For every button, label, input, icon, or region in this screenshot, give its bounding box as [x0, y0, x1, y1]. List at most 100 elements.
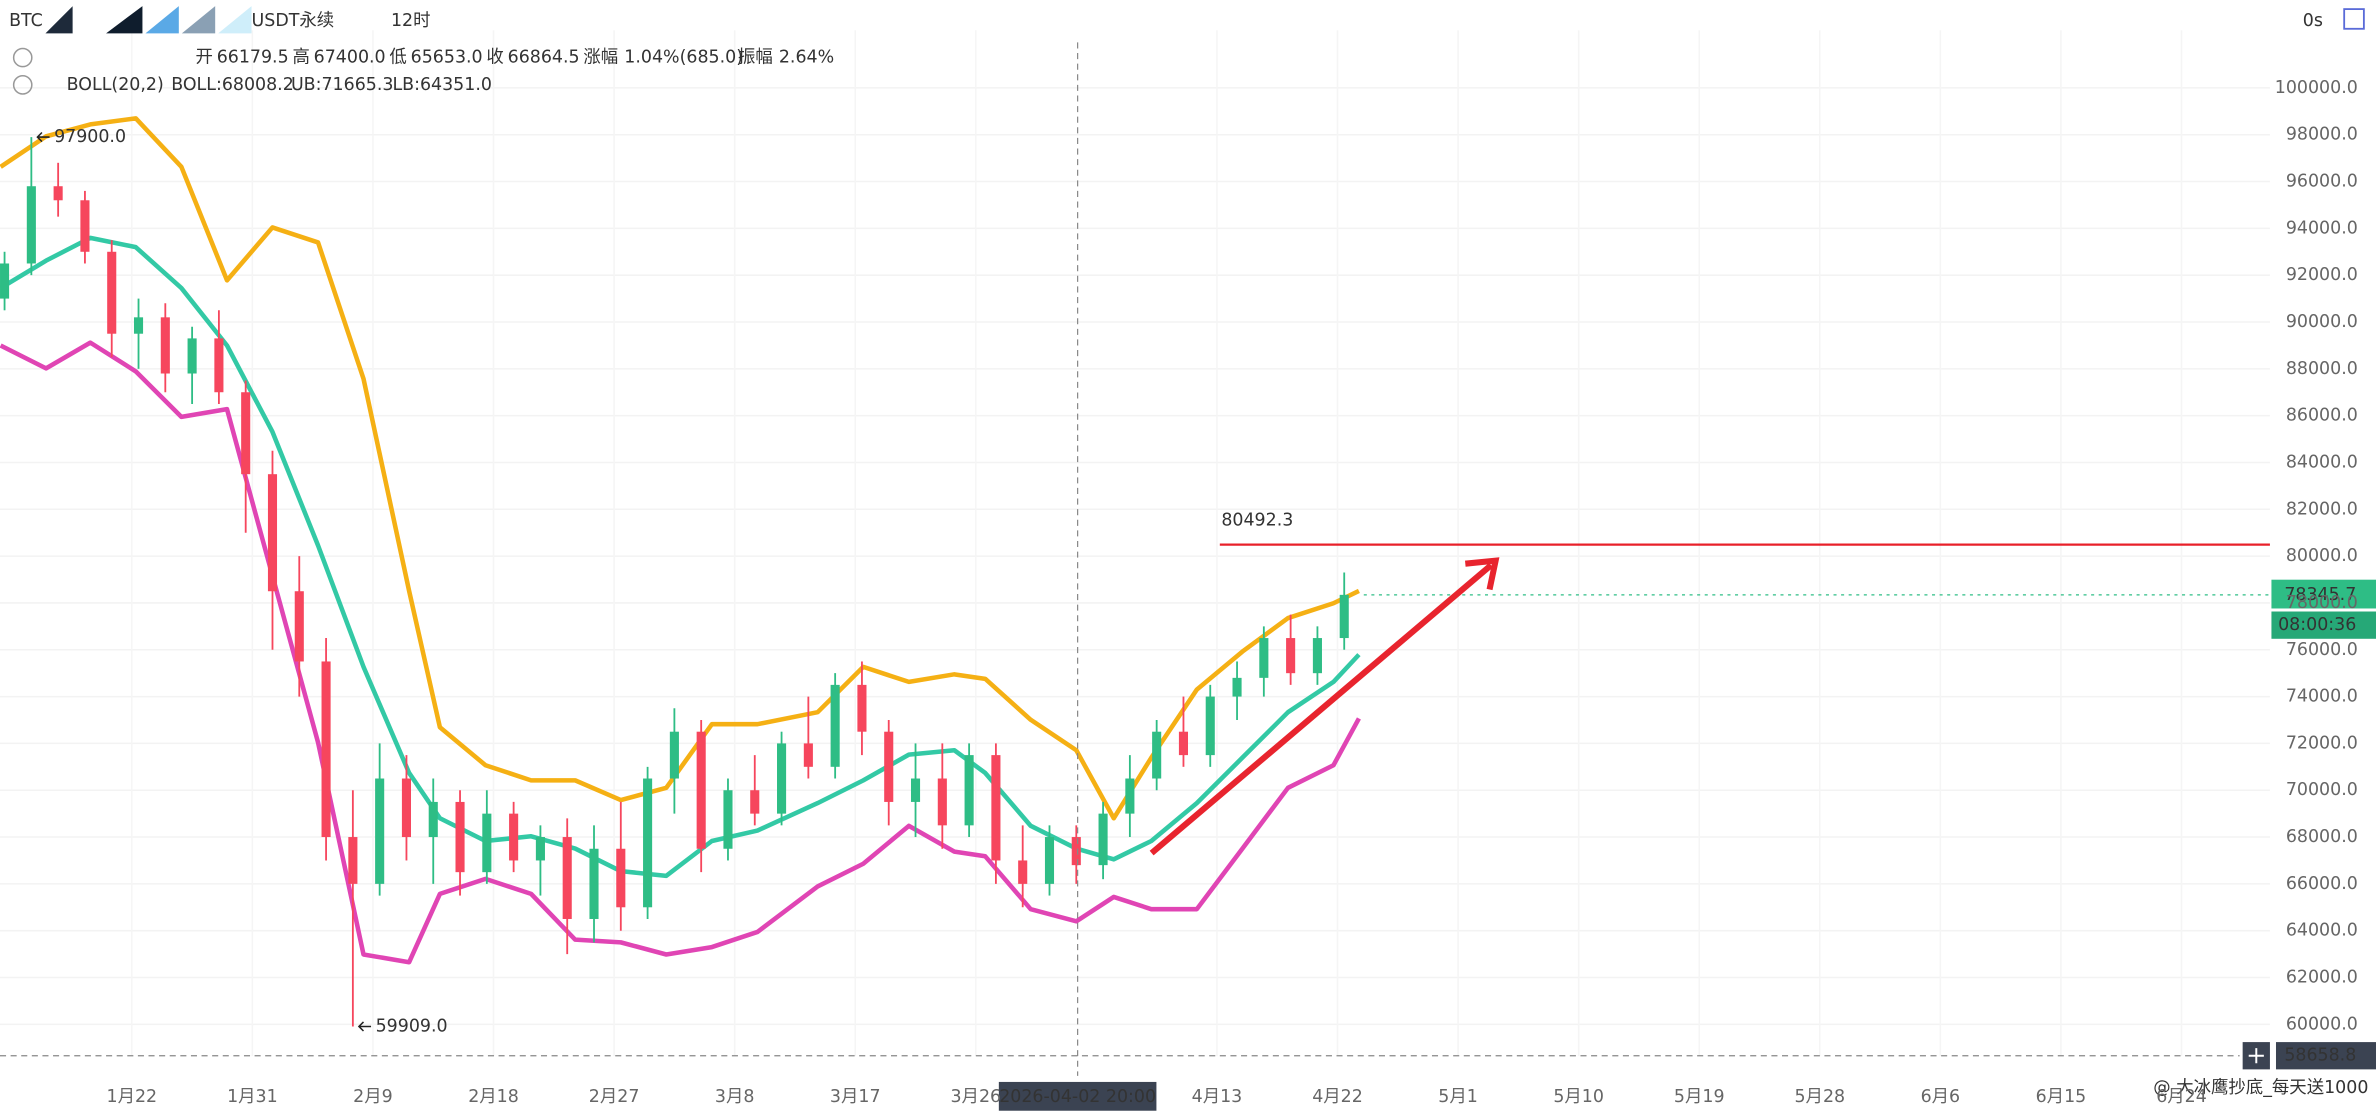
y-tick-label: 68000.0 [2286, 827, 2358, 847]
trend-arrow [1149, 557, 1500, 856]
x-tick-label: 6月24 [2156, 1087, 2207, 1107]
y-tick-label: 88000.0 [2286, 359, 2358, 379]
legend-entry: BOLL:68008.2 [171, 75, 294, 95]
candle-body [455, 801, 465, 873]
y-tick-label: 64000.0 [2286, 921, 2358, 941]
candle-body [53, 186, 63, 201]
crosshair-y-tag [2275, 1042, 2376, 1070]
y-tick-label: 98000.0 [2286, 125, 2358, 145]
candle-body [589, 848, 599, 919]
candle-body [1098, 813, 1108, 866]
y-tick-label: 90000.0 [2286, 312, 2358, 332]
annotation-arrow [357, 1021, 372, 1032]
fullscreen-icon[interactable] [2343, 8, 2365, 30]
candle-body [1125, 778, 1135, 814]
watermark: @ 大冰鹰抄底_每天送1000 [2153, 1078, 2368, 1098]
candle-body [375, 778, 385, 884]
candle-body [509, 813, 519, 861]
annotation-arrow [36, 131, 50, 143]
y-tick-label: 80000.0 [2286, 546, 2358, 566]
candle-body [214, 338, 224, 393]
candle-body [1018, 860, 1028, 884]
quote-label: 涨幅 [583, 48, 618, 68]
quote-value: 67400.0 [314, 48, 386, 68]
candle-body [1259, 638, 1269, 678]
candle-body [1286, 638, 1296, 674]
x-tick-label: 4月13 [1192, 1087, 1243, 1107]
x-tick-label: 6月15 [2036, 1087, 2087, 1107]
candle-body [107, 251, 117, 334]
quote-value: 66864.5 [508, 48, 580, 68]
candle-body [321, 661, 331, 838]
candle-body [803, 743, 813, 767]
collapse-icon[interactable] [12, 75, 33, 95]
timer: 0s [2303, 11, 2323, 31]
candle-body [428, 801, 438, 838]
annotation-label: 59909.0 [376, 1016, 448, 1036]
y-tick-label: 60000.0 [2286, 1014, 2358, 1034]
last-price-tag [2271, 579, 2376, 609]
collapse-icon[interactable] [12, 47, 33, 68]
candle-body [160, 317, 170, 374]
candle-body [562, 837, 572, 919]
y-tick-label: 82000.0 [2286, 499, 2358, 519]
candle-body [723, 790, 733, 849]
y-tick-label: 84000.0 [2286, 452, 2358, 472]
candle-body [348, 837, 358, 884]
overlay: 97900.0 59909.0 80492.3 78345.7 08:00:36 2026… [0, 42, 2376, 1111]
candle-body [937, 778, 947, 826]
x-tick-label: 5月1 [1438, 1087, 1478, 1107]
candle-body [535, 837, 545, 861]
y-tick-label: 62000.0 [2286, 968, 2358, 988]
contract[interactable]: USDT永续 [252, 11, 335, 31]
candle-body [857, 684, 867, 732]
y-tick-label: 70000.0 [2286, 780, 2358, 800]
y-tick-label: 100000.0 [2275, 78, 2358, 98]
x-tick-label: 3月17 [830, 1087, 881, 1107]
x-tick-label: 3月8 [715, 1087, 755, 1107]
candle-body [750, 790, 760, 814]
y-tick-label: 86000.0 [2286, 406, 2358, 426]
candle-body [1152, 731, 1162, 779]
y-tick-label: 96000.0 [2286, 172, 2358, 192]
x-tick-label: 2月18 [468, 1087, 519, 1107]
quote-label: 开 [195, 48, 212, 68]
x-tick-label: 2月27 [589, 1087, 640, 1107]
quote-value: 1.04%(685.0) [624, 48, 743, 68]
candle-body [1232, 677, 1242, 697]
quote-label: 振幅 [738, 48, 773, 68]
add-icon [2248, 1048, 2264, 1064]
candle-body [777, 743, 787, 814]
bollinger-line [0, 116, 1360, 821]
interval[interactable]: 12时 [391, 11, 431, 31]
x-tick-label: 4月22 [1312, 1087, 1363, 1107]
x-tick-label: 3月26 [950, 1087, 1001, 1107]
symbol[interactable]: BTC [9, 11, 43, 31]
candle-body [267, 474, 278, 592]
legend-entry: UB:71665.3 [291, 75, 394, 95]
crosshair-x-tag [998, 1081, 1157, 1111]
candle-body [294, 591, 304, 662]
quote-value: 2.64% [779, 48, 834, 68]
candle-body [187, 338, 197, 374]
grid [0, 30, 2270, 1057]
y-tick-label: 78000.0 [2286, 593, 2358, 613]
y-tick-label: 72000.0 [2286, 733, 2358, 753]
price-line-label: 80492.3 [1221, 510, 1293, 530]
x-tick-label: 2月9 [353, 1087, 393, 1107]
quote-label: 收 [486, 48, 503, 68]
candle-body [884, 731, 894, 802]
candle-body [1071, 837, 1081, 866]
quote-value: 65653.0 [411, 48, 483, 68]
candle-body [482, 813, 492, 873]
bollinger-line [0, 340, 1361, 965]
candle-body [1178, 731, 1189, 756]
candle-body [669, 731, 679, 779]
x-tick-label: 6月6 [1921, 1087, 1961, 1107]
plot [0, 116, 1361, 1027]
y-tick-label: 94000.0 [2286, 218, 2358, 238]
candle-body [80, 200, 90, 252]
candle-body [643, 778, 653, 908]
countdown-label: 08:00:36 [2278, 615, 2356, 635]
candle-body [1044, 837, 1055, 884]
